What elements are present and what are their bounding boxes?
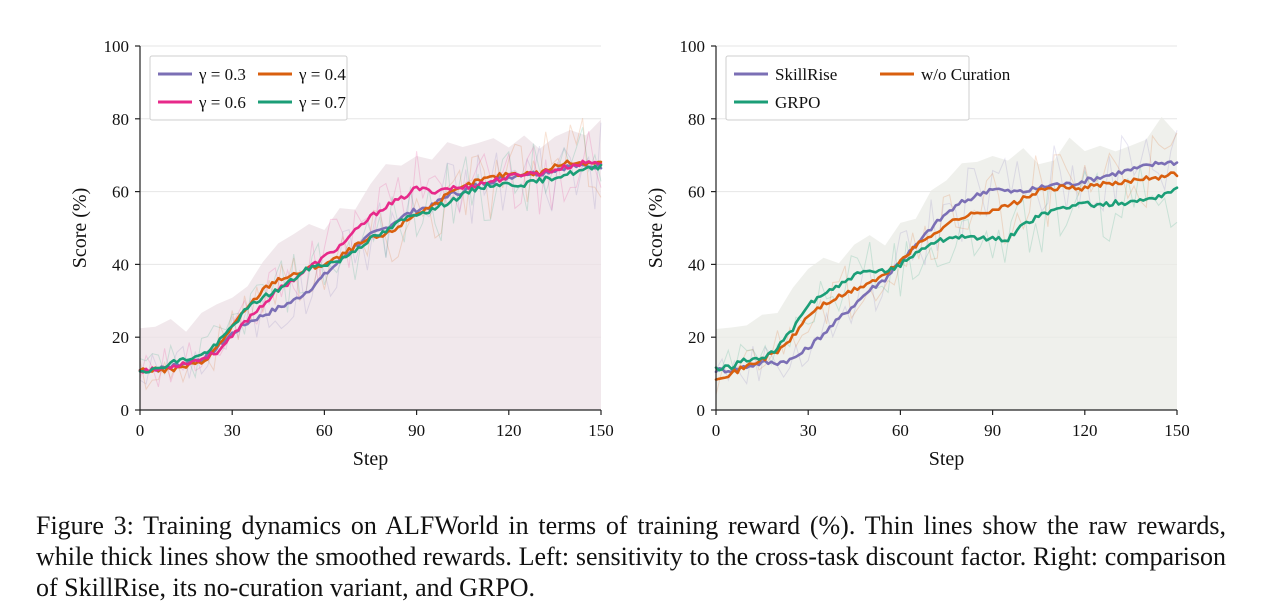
raw-line-1 — [715, 130, 1178, 386]
y-tick-label: 20 — [112, 328, 129, 347]
y-tick-label: 40 — [688, 255, 705, 274]
legend-label: γ = 0.6 — [198, 93, 246, 112]
y-axis-title: Score (%) — [69, 188, 91, 269]
x-axis-title: Step — [353, 448, 389, 470]
raw-reward-band — [716, 116, 1177, 410]
legend-label: γ = 0.4 — [298, 65, 346, 84]
x-tick-label: 90 — [408, 421, 425, 440]
legend-label: w/o Curation — [921, 65, 1011, 84]
legend-label: γ = 0.7 — [298, 93, 346, 112]
y-tick-label: 80 — [688, 110, 705, 129]
series-line--0-7 — [138, 163, 603, 374]
series-line-skillrise — [714, 160, 1179, 374]
y-tick-label: 0 — [697, 401, 706, 420]
x-tick-label: 120 — [1072, 421, 1098, 440]
y-tick-label: 100 — [680, 37, 706, 56]
x-axis-title: Step — [929, 448, 965, 470]
x-tick-label: 60 — [892, 421, 909, 440]
chart-panel-2: 0 20 40 60 80 100 0 30 60 90 120 150 Step Score (%) Sk… — [645, 37, 1190, 470]
series-line-w-o-curation — [714, 171, 1179, 381]
legend-label: GRPO — [775, 93, 820, 112]
series-line--0-6 — [138, 159, 603, 374]
legend-label: γ = 0.3 — [198, 65, 246, 84]
legend-label: SkillRise — [775, 65, 837, 84]
y-tick-label: 0 — [121, 401, 130, 420]
figure-caption: Figure 3: Training dynamics on ALFWorld … — [36, 510, 1226, 603]
x-tick-label: 0 — [712, 421, 721, 440]
caption-text: Training dynamics on ALFWorld in terms o… — [36, 511, 1226, 602]
y-tick-label: 20 — [688, 328, 705, 347]
y-tick-label: 80 — [112, 110, 129, 129]
legend-box — [149, 55, 348, 121]
y-tick-label: 60 — [112, 183, 129, 202]
y-axis-title: Score (%) — [645, 188, 667, 269]
y-tick-label: 40 — [112, 255, 129, 274]
x-tick-label: 150 — [588, 421, 614, 440]
y-tick-label: 60 — [688, 183, 705, 202]
raw-reward-band — [140, 119, 601, 411]
x-tick-label: 30 — [224, 421, 241, 440]
series-line-grpo — [714, 186, 1179, 372]
legend-box — [725, 55, 970, 121]
x-tick-label: 150 — [1164, 421, 1190, 440]
y-tick-label: 100 — [104, 37, 130, 56]
x-tick-label: 60 — [316, 421, 333, 440]
x-tick-label: 120 — [496, 421, 522, 440]
x-tick-label: 30 — [800, 421, 817, 440]
chart-panel-1: 0 20 40 60 80 100 0 30 60 90 120 150 Step Score (%) γ … — [69, 37, 614, 470]
x-tick-label: 90 — [984, 421, 1001, 440]
x-tick-label: 0 — [136, 421, 145, 440]
figure-charts: 0 20 40 60 80 100 0 30 60 90 120 150 Step Score (%) γ … — [69, 37, 1190, 470]
caption-figure-label: Figure 3: — [36, 511, 134, 540]
